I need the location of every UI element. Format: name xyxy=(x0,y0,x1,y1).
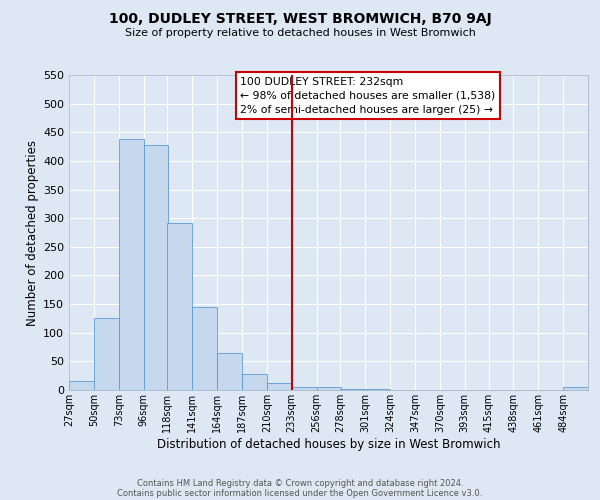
Text: Contains public sector information licensed under the Open Government Licence v3: Contains public sector information licen… xyxy=(118,488,482,498)
Bar xyxy=(267,383,292,390)
Bar xyxy=(94,318,119,390)
Text: Size of property relative to detached houses in West Bromwich: Size of property relative to detached ho… xyxy=(125,28,475,38)
Bar xyxy=(69,382,94,390)
Bar xyxy=(292,387,317,390)
Bar xyxy=(143,145,169,390)
Y-axis label: Number of detached properties: Number of detached properties xyxy=(26,140,39,326)
Bar xyxy=(217,353,242,390)
Bar xyxy=(317,386,341,390)
Text: 100 DUDLEY STREET: 232sqm
← 98% of detached houses are smaller (1,538)
2% of sem: 100 DUDLEY STREET: 232sqm ← 98% of detac… xyxy=(240,76,496,114)
Bar xyxy=(167,223,192,390)
Text: Contains HM Land Registry data © Crown copyright and database right 2024.: Contains HM Land Registry data © Crown c… xyxy=(137,478,463,488)
Bar xyxy=(192,307,217,390)
Bar xyxy=(119,139,143,390)
Bar xyxy=(563,387,588,390)
X-axis label: Distribution of detached houses by size in West Bromwich: Distribution of detached houses by size … xyxy=(157,438,500,450)
Text: 100, DUDLEY STREET, WEST BROMWICH, B70 9AJ: 100, DUDLEY STREET, WEST BROMWICH, B70 9… xyxy=(109,12,491,26)
Bar xyxy=(242,374,267,390)
